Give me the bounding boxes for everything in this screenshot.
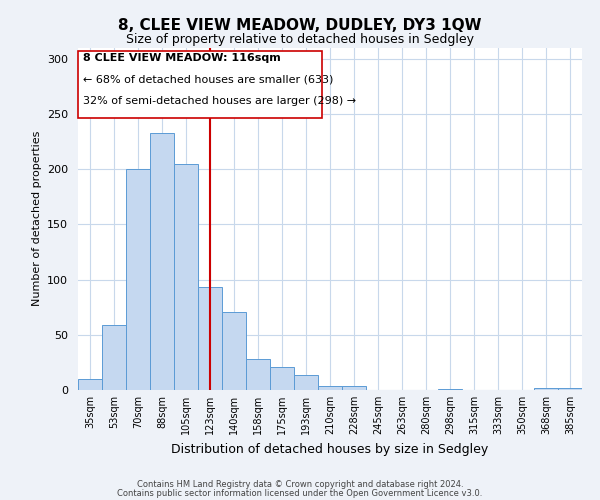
Text: Contains HM Land Registry data © Crown copyright and database right 2024.: Contains HM Land Registry data © Crown c…	[137, 480, 463, 489]
Bar	[534, 388, 558, 390]
Bar	[438, 389, 462, 390]
Bar	[150, 132, 174, 390]
Bar	[318, 386, 342, 390]
Bar	[126, 169, 150, 390]
Bar	[294, 374, 318, 390]
Bar	[342, 386, 366, 390]
Text: 8 CLEE VIEW MEADOW: 116sqm: 8 CLEE VIEW MEADOW: 116sqm	[83, 52, 281, 62]
Bar	[78, 379, 102, 390]
Text: Size of property relative to detached houses in Sedgley: Size of property relative to detached ho…	[126, 32, 474, 46]
X-axis label: Distribution of detached houses by size in Sedgley: Distribution of detached houses by size …	[172, 442, 488, 456]
Bar	[270, 367, 294, 390]
Bar	[222, 312, 246, 390]
Bar	[558, 388, 582, 390]
FancyBboxPatch shape	[78, 51, 322, 118]
Text: 32% of semi-detached houses are larger (298) →: 32% of semi-detached houses are larger (…	[83, 96, 356, 106]
Bar	[198, 287, 222, 390]
Text: ← 68% of detached houses are smaller (633): ← 68% of detached houses are smaller (63…	[83, 75, 334, 85]
Bar	[174, 164, 198, 390]
Bar	[246, 359, 270, 390]
Text: Contains public sector information licensed under the Open Government Licence v3: Contains public sector information licen…	[118, 488, 482, 498]
Text: 8, CLEE VIEW MEADOW, DUDLEY, DY3 1QW: 8, CLEE VIEW MEADOW, DUDLEY, DY3 1QW	[118, 18, 482, 32]
Bar	[102, 325, 126, 390]
Y-axis label: Number of detached properties: Number of detached properties	[32, 131, 41, 306]
